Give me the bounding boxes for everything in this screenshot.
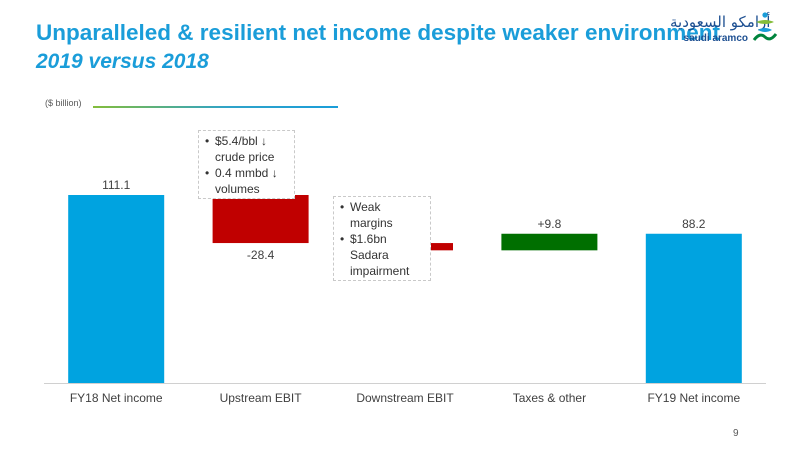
bar-upstream-ebit <box>212 195 309 244</box>
data-label-fy18-net-income: 111.1 <box>102 178 131 192</box>
downstream-note-item: Weak margins <box>340 199 424 231</box>
bar-taxes-and-other <box>501 233 598 251</box>
tick-label-upstream-ebit: Upstream EBIT <box>220 391 303 405</box>
aramco-star-mark-icon <box>752 12 778 41</box>
tick-label-fy19-net-income: FY19 Net income <box>647 391 740 405</box>
slide-subtitle: 2019 versus 2018 <box>36 50 209 73</box>
unit-label: ($ billion) <box>45 98 82 108</box>
slide-title: Unparalleled & resilient net income desp… <box>36 20 720 45</box>
data-label-upstream-ebit: -28.4 <box>247 248 275 262</box>
tick-label-downstream-ebit: Downstream EBIT <box>356 391 454 405</box>
unit-underline <box>93 106 338 108</box>
bar-fy19-net-income <box>645 233 742 383</box>
logo-arabic-text: أرامكو السعودية <box>670 13 771 31</box>
logo-english-text: saudi aramco <box>683 33 748 44</box>
page-number: 9 <box>733 428 739 439</box>
upstream-note-item: $5.4/bbl ↓ crude price <box>205 133 288 165</box>
bar-fy18-net-income <box>68 195 165 383</box>
data-label-fy19-net-income: 88.2 <box>682 217 706 231</box>
downstream-note: Weak margins $1.6bn Sadara impairment <box>333 196 431 281</box>
upstream-note-item: 0.4 mmbd ↓ volumes <box>205 165 288 197</box>
downstream-note-item: $1.6bn Sadara impairment <box>340 231 424 279</box>
tick-label-taxes-and-other: Taxes & other <box>513 391 586 405</box>
saudi-aramco-logo: أرامكو السعودية saudi aramco <box>670 10 780 50</box>
data-label-taxes-and-other: +9.8 <box>538 217 562 231</box>
tick-label-fy18-net-income: FY18 Net income <box>70 391 163 405</box>
upstream-note: $5.4/bbl ↓ crude price 0.4 mmbd ↓ volume… <box>198 130 295 199</box>
